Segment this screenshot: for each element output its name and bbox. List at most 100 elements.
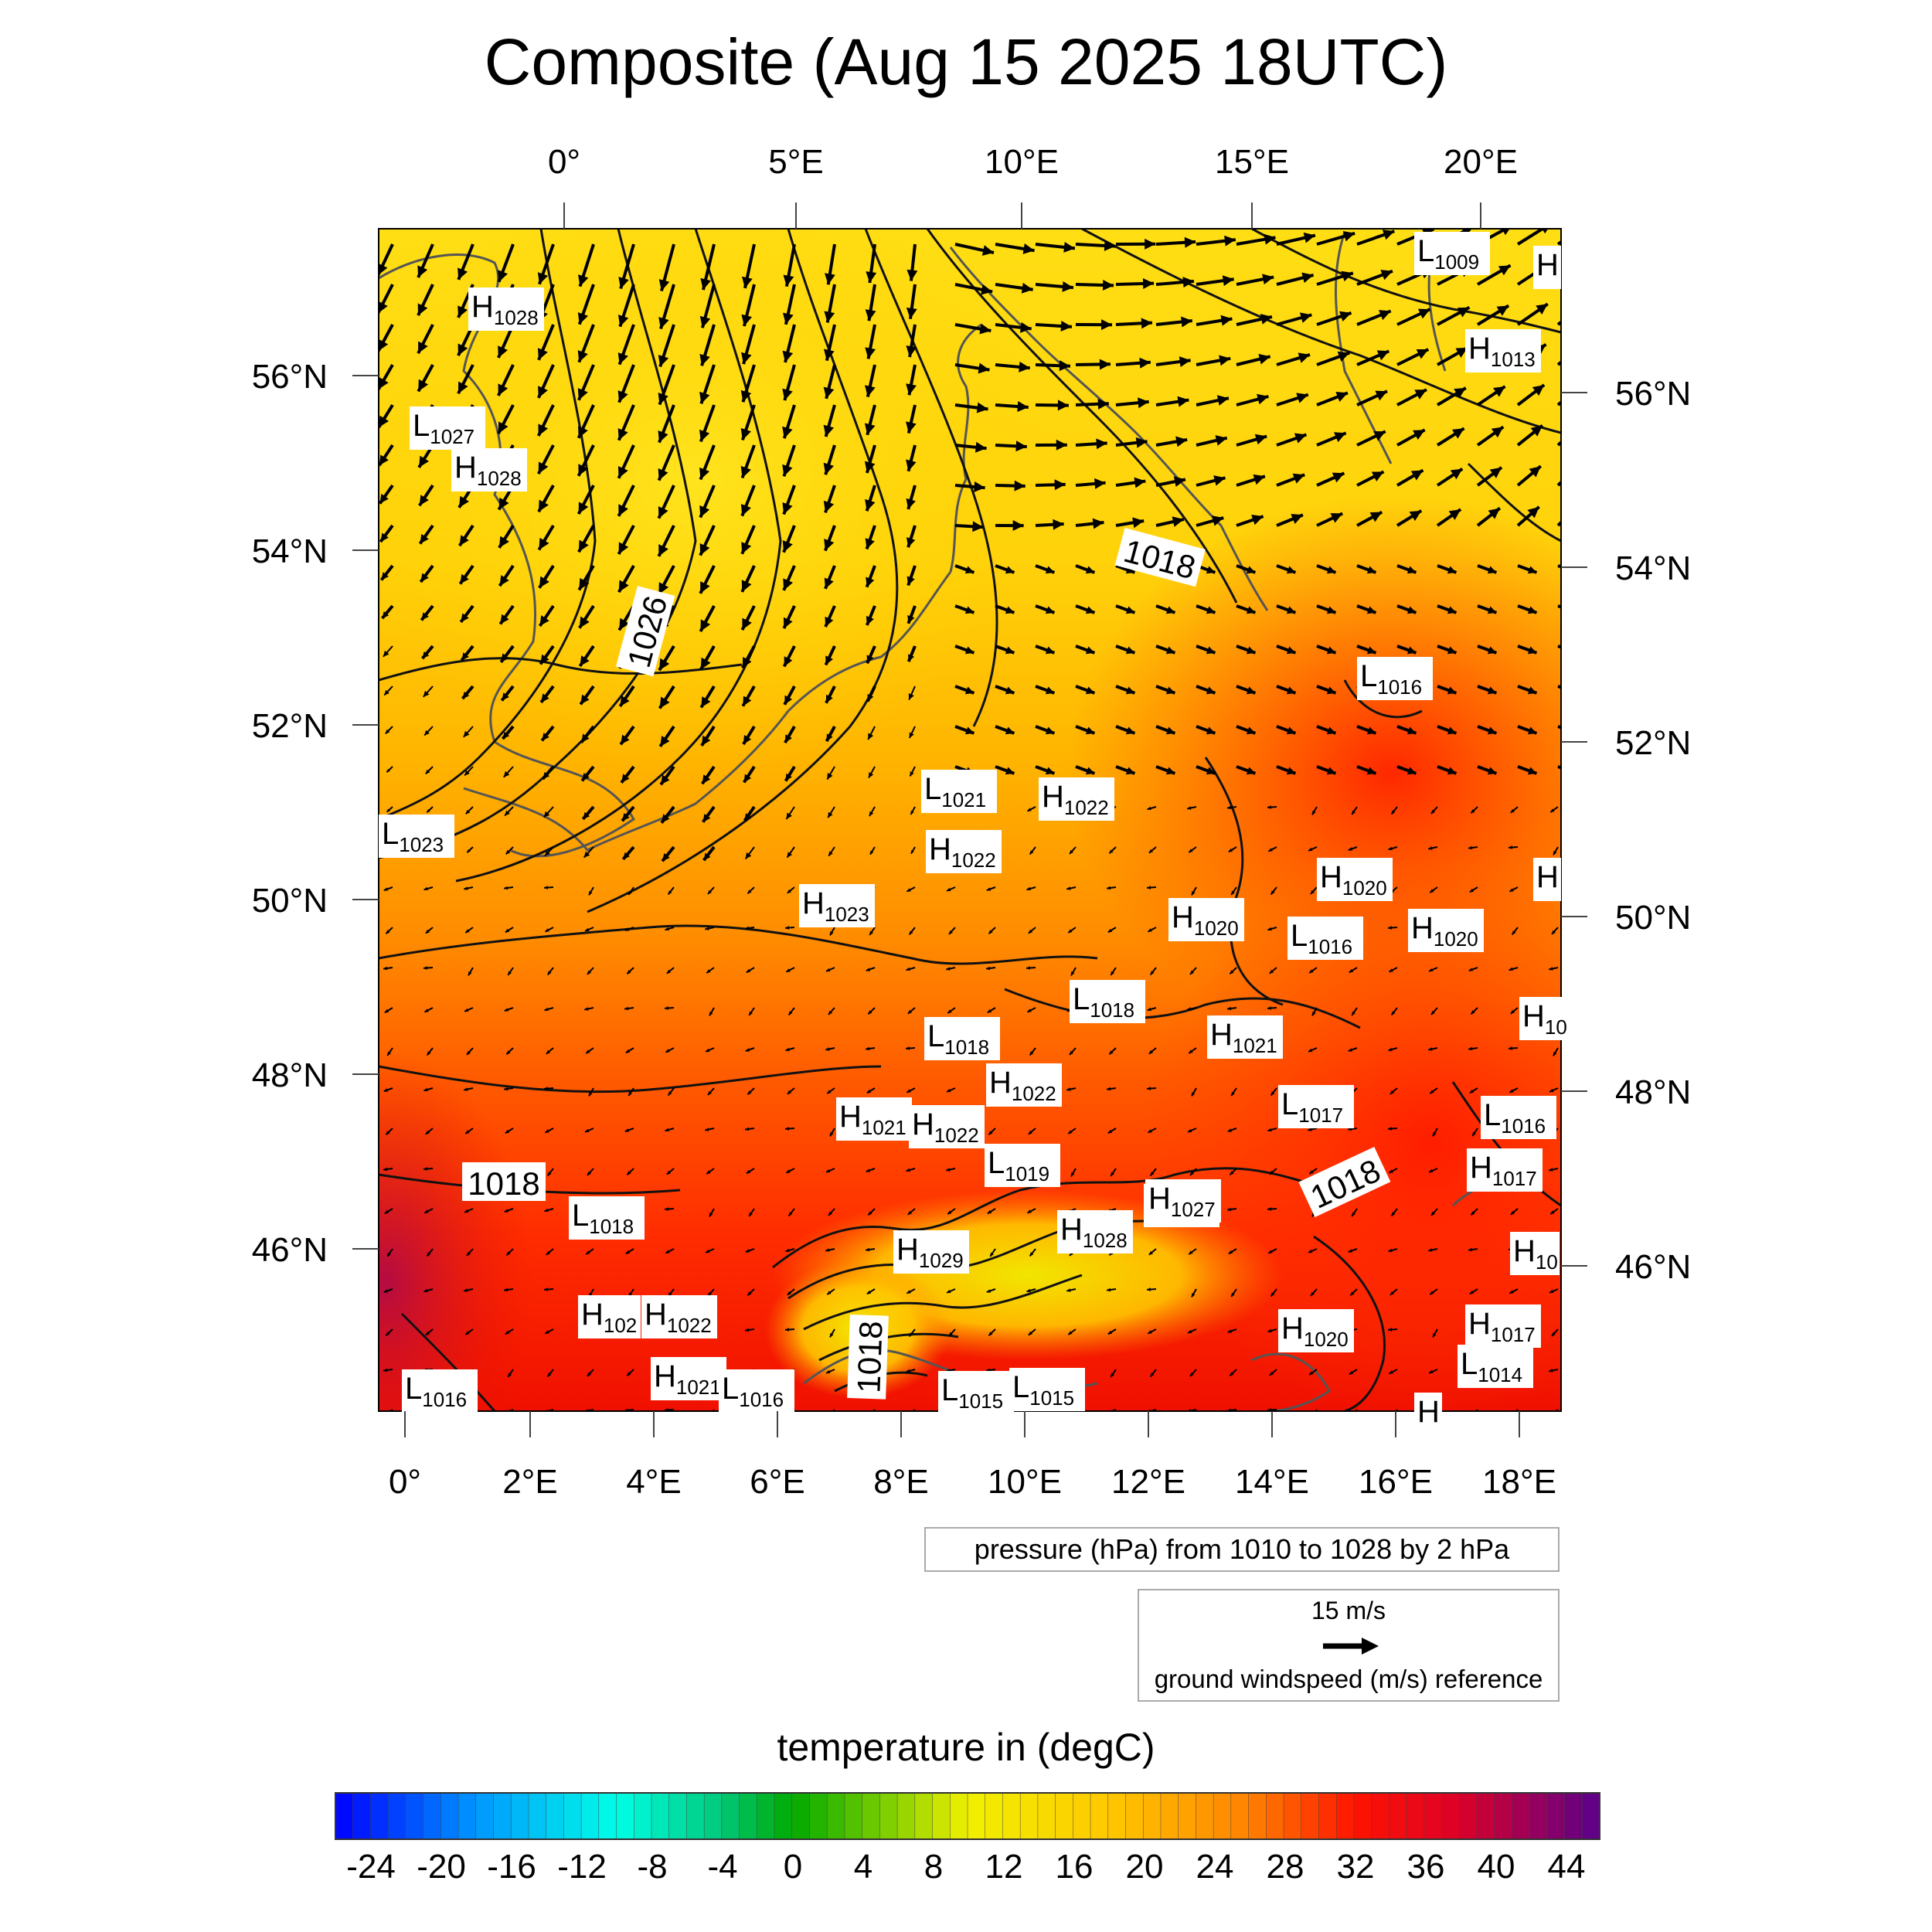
wind-arrow — [701, 765, 716, 785]
wind-arrow — [1549, 1087, 1559, 1093]
wind-arrow — [906, 886, 916, 893]
wind-arrow — [544, 927, 554, 933]
wind-arrow — [498, 564, 515, 587]
colorbar-swatch — [950, 1792, 968, 1840]
low-pressure-center: L1016 — [1357, 657, 1433, 700]
low-pressure-center: L1015 — [938, 1371, 1014, 1414]
wind-arrow — [1388, 846, 1398, 851]
colorbar-swatch — [896, 1792, 916, 1840]
wind-arrow — [383, 1087, 393, 1093]
wind-arrow — [544, 1007, 554, 1012]
wind-arrow — [1396, 348, 1430, 366]
wind-arrow — [1196, 355, 1231, 366]
colorbar-tick-label: 0 — [784, 1848, 802, 1886]
wind-arrow — [1468, 1046, 1478, 1051]
wind-arrow — [1196, 395, 1230, 406]
wind-arrow — [537, 243, 555, 285]
wind-arrow — [1316, 725, 1337, 735]
wind-arrow — [1267, 927, 1277, 931]
wind-arrow — [995, 321, 1032, 333]
colorbar-swatch — [370, 1792, 389, 1840]
wind-arrow — [505, 846, 514, 855]
wind-arrow — [1115, 725, 1136, 735]
wind-arrow — [617, 284, 635, 328]
colorbar-tick-label: -16 — [487, 1848, 536, 1886]
wind-arrow — [1316, 645, 1337, 655]
wind-arrow — [579, 685, 595, 706]
wind-arrow — [618, 685, 635, 708]
wind-arrow — [540, 725, 555, 742]
wind-arrow — [1517, 604, 1538, 614]
wind-arrow — [459, 604, 474, 624]
svg-text:1018: 1018 — [850, 1320, 889, 1393]
wind-arrow — [784, 726, 796, 744]
wind-arrow — [583, 846, 594, 859]
wind-arrow — [1349, 967, 1358, 974]
wind-arrow — [995, 520, 1024, 532]
wind-arrow — [1549, 1288, 1559, 1294]
wind-arrow — [1468, 845, 1478, 850]
high-pressure-center: H — [1414, 1393, 1442, 1436]
wind-arrow — [385, 1328, 393, 1337]
wind-arrow — [501, 725, 515, 740]
wind-arrow — [1276, 604, 1297, 614]
colorbar-swatch — [1546, 1792, 1566, 1840]
high-pressure-center: H1020 — [1408, 909, 1484, 952]
wind-arrow — [946, 1168, 956, 1172]
wind-arrow — [906, 485, 917, 510]
colorbar-swatch — [1353, 1792, 1372, 1840]
wind-arrow — [1267, 1006, 1277, 1010]
colorbar-swatch — [475, 1792, 495, 1840]
wind-arrow — [536, 404, 555, 437]
wind-arrow — [1276, 725, 1297, 735]
wind-arrow — [1276, 232, 1316, 246]
wind-arrow — [424, 766, 434, 775]
wind-arrow — [782, 645, 796, 668]
wind-arrow — [909, 766, 916, 777]
high-pressure-center: H1022 — [926, 830, 1002, 873]
wind-arrow — [1236, 353, 1271, 366]
wind-arrow — [823, 444, 836, 475]
wind-arrow — [1396, 428, 1426, 447]
wind-arrow — [1348, 1248, 1358, 1253]
wind-arrow — [1075, 319, 1113, 331]
wind-arrow — [707, 1087, 715, 1096]
wind-arrow — [1356, 269, 1393, 286]
wind-arrow — [383, 886, 393, 892]
wind-arrow — [1276, 765, 1297, 775]
wind-arrow — [1390, 1208, 1398, 1217]
wind-arrow — [1356, 470, 1385, 487]
wind-arrow — [866, 1288, 876, 1295]
wind-arrow — [585, 1047, 594, 1054]
wind-arrow — [995, 440, 1027, 452]
wind-arrow — [865, 284, 876, 321]
wind-arrow — [1437, 346, 1469, 366]
wind-arrow — [1316, 512, 1343, 527]
high-pressure-center: H1028 — [1057, 1210, 1133, 1253]
wind-arrow — [1029, 1248, 1036, 1257]
wind-arrow — [1026, 1208, 1036, 1214]
wind-arrow — [825, 1248, 835, 1252]
wind-arrow — [1035, 765, 1056, 775]
wind-arrow — [1517, 645, 1538, 655]
wind-arrow — [1230, 886, 1237, 896]
wind-arrow — [1148, 846, 1157, 854]
wind-arrow — [782, 404, 796, 439]
wind-arrow — [1517, 725, 1538, 735]
svg-text:H: H — [1536, 248, 1559, 282]
wind-arrow — [1115, 604, 1136, 614]
wind-arrow — [825, 1369, 835, 1374]
wind-arrow — [1267, 1248, 1277, 1254]
wind-arrow — [747, 1087, 755, 1096]
colorbar-swatch — [1564, 1792, 1583, 1840]
wind-arrow — [829, 1128, 835, 1137]
wind-arrow — [1428, 1168, 1438, 1173]
low-pressure-center: L1016 — [402, 1369, 478, 1413]
wind-arrow — [379, 484, 394, 505]
svg-text:H1020: H1020 — [1172, 900, 1239, 940]
wind-arrow — [1436, 508, 1462, 527]
colorbar-swatch — [1248, 1792, 1267, 1840]
high-pressure-center: H1020 — [1317, 858, 1393, 901]
wind-arrow — [658, 645, 675, 672]
